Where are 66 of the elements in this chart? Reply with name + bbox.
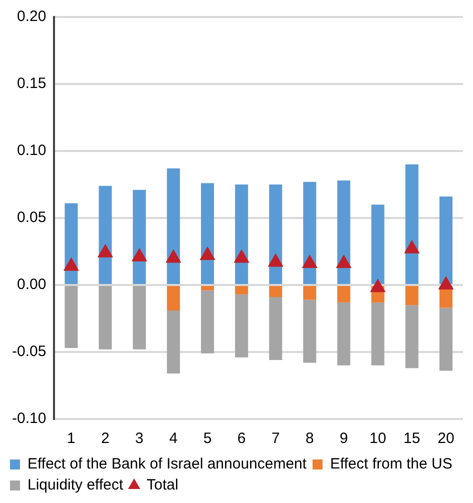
bar	[166, 286, 180, 310]
x-tick-label: 20	[438, 430, 454, 448]
bar	[439, 308, 452, 371]
bar	[303, 300, 316, 363]
y-tick-label: 0.10	[16, 142, 46, 160]
bar	[337, 302, 350, 366]
x-tick-label: 2	[101, 430, 110, 448]
bar	[405, 286, 418, 306]
bar	[64, 286, 78, 348]
bar	[98, 186, 112, 284]
legend-label: Total	[146, 476, 178, 494]
bar	[132, 190, 146, 284]
x-tick-label: 6	[237, 430, 246, 448]
y-tick-label: -0.10	[12, 410, 46, 428]
point	[166, 250, 181, 263]
bar	[269, 286, 282, 298]
legend-label: Effect of the Bank of Israel announcement	[28, 456, 308, 473]
point	[132, 248, 147, 262]
bar	[235, 184, 248, 284]
bar	[166, 168, 180, 284]
point	[302, 255, 318, 268]
bar	[337, 286, 350, 302]
bar	[405, 164, 418, 284]
point	[64, 258, 79, 271]
bar	[371, 302, 384, 366]
x-tick-label: 7	[271, 430, 280, 448]
x-tick-label: 5	[203, 430, 212, 448]
point	[370, 279, 386, 292]
x-tick-label: 4	[169, 430, 178, 448]
bar	[439, 196, 452, 284]
bar	[337, 180, 350, 284]
bar	[371, 204, 384, 284]
y-tick-label: 0.00	[16, 276, 46, 294]
point	[336, 255, 352, 268]
point	[438, 276, 454, 290]
x-tick-label: 10	[369, 430, 386, 448]
y-tick-label: -0.05	[12, 343, 46, 360]
bar	[132, 286, 146, 350]
x-tick-label: 8	[306, 430, 314, 448]
y-tick-label: 0.15	[16, 75, 46, 92]
point	[268, 254, 284, 267]
legend-label: Effect from the US	[330, 456, 452, 473]
bar	[303, 182, 316, 284]
point	[404, 240, 420, 254]
bar	[303, 286, 316, 300]
bar	[200, 183, 214, 284]
point	[200, 247, 215, 260]
bar	[235, 286, 248, 294]
x-tick-label: 9	[340, 430, 348, 448]
bar	[269, 297, 282, 360]
bar	[269, 184, 282, 284]
bar	[98, 286, 112, 350]
bar	[235, 294, 248, 358]
bar	[64, 203, 78, 284]
point	[98, 244, 113, 258]
y-tick-label: 0.20	[16, 8, 46, 26]
x-tick-label: 1	[67, 430, 76, 448]
bar	[200, 290, 214, 354]
bar	[200, 286, 214, 290]
bar	[166, 310, 180, 374]
legend-label: Liquidity effect	[28, 476, 124, 494]
y-tick-label: 0.05	[16, 209, 46, 226]
bar	[405, 305, 418, 368]
x-tick-label: 15	[404, 430, 420, 448]
x-tick-label: 3	[135, 430, 144, 448]
point	[234, 250, 249, 263]
